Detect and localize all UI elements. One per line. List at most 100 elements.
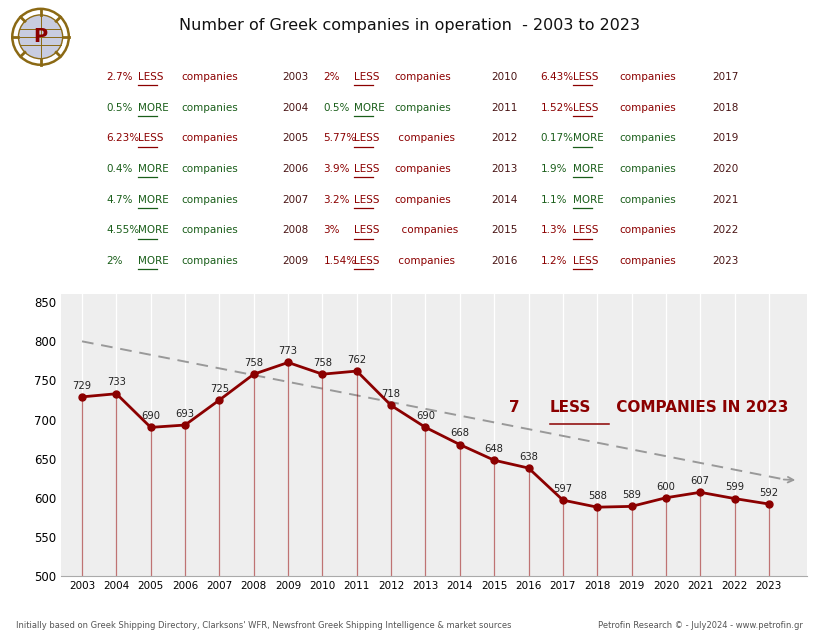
Text: 2006: 2006: [283, 164, 309, 174]
Text: 2023: 2023: [713, 256, 739, 266]
Text: 0.17%: 0.17%: [541, 133, 573, 143]
Text: 2014: 2014: [491, 195, 518, 205]
Text: LESS: LESS: [354, 225, 379, 236]
Text: LESS: LESS: [354, 195, 379, 205]
Text: 668: 668: [450, 428, 469, 438]
Text: 0.4%: 0.4%: [106, 164, 133, 174]
Text: companies: companies: [619, 195, 676, 205]
Text: companies: companies: [619, 225, 676, 236]
Text: 2007: 2007: [283, 195, 309, 205]
Text: LESS: LESS: [138, 72, 163, 82]
Text: 6.23%: 6.23%: [106, 133, 139, 143]
Text: companies: companies: [395, 72, 451, 82]
Text: 5.77%: 5.77%: [324, 133, 356, 143]
Text: Number of Greek companies in operation  - 2003 to 2023: Number of Greek companies in operation -…: [179, 18, 640, 33]
Text: 3%: 3%: [324, 225, 340, 236]
Text: LESS: LESS: [354, 72, 379, 82]
Text: MORE: MORE: [138, 164, 169, 174]
Text: companies: companies: [182, 225, 238, 236]
Text: LESS: LESS: [354, 133, 379, 143]
Text: LESS: LESS: [573, 72, 599, 82]
Text: 0.5%: 0.5%: [106, 102, 133, 113]
Text: 2004: 2004: [283, 102, 309, 113]
Text: 2011: 2011: [491, 102, 518, 113]
Text: 1.3%: 1.3%: [541, 225, 567, 236]
Text: companies: companies: [182, 195, 238, 205]
Text: 758: 758: [244, 358, 263, 368]
Text: companies: companies: [395, 256, 455, 266]
Text: 2003: 2003: [283, 72, 309, 82]
Text: MORE: MORE: [573, 133, 604, 143]
Text: 729: 729: [72, 381, 92, 390]
Text: MORE: MORE: [138, 225, 169, 236]
Text: LESS: LESS: [354, 256, 379, 266]
Text: companies: companies: [182, 102, 238, 113]
Text: companies: companies: [395, 164, 451, 174]
Text: companies: companies: [619, 164, 676, 174]
Text: 6.43%: 6.43%: [541, 72, 573, 82]
Text: 2008: 2008: [283, 225, 309, 236]
Text: 589: 589: [622, 490, 641, 500]
Text: 1.52%: 1.52%: [541, 102, 573, 113]
Text: 3.2%: 3.2%: [324, 195, 350, 205]
Text: 2015: 2015: [491, 225, 518, 236]
Text: Petrofin Research © - July2024 - www.petrofin.gr: Petrofin Research © - July2024 - www.pet…: [598, 621, 803, 630]
Text: MORE: MORE: [573, 164, 604, 174]
Text: companies: companies: [182, 72, 238, 82]
Text: 2005: 2005: [283, 133, 309, 143]
Text: companies: companies: [395, 102, 451, 113]
Text: MORE: MORE: [138, 195, 169, 205]
Text: companies: companies: [619, 102, 676, 113]
Text: companies: companies: [395, 225, 458, 236]
Text: 2021: 2021: [713, 195, 739, 205]
Text: 3.9%: 3.9%: [324, 164, 350, 174]
Text: 1.2%: 1.2%: [541, 256, 567, 266]
Text: 2018: 2018: [713, 102, 739, 113]
Text: 762: 762: [347, 355, 366, 365]
Text: 690: 690: [141, 411, 161, 421]
Text: 1.9%: 1.9%: [541, 164, 567, 174]
Text: 2%: 2%: [106, 256, 123, 266]
Text: companies: companies: [182, 164, 238, 174]
Text: 693: 693: [175, 409, 195, 419]
Text: 7: 7: [509, 399, 524, 415]
Text: 600: 600: [657, 481, 676, 492]
Text: MORE: MORE: [138, 102, 169, 113]
Text: P: P: [34, 28, 48, 46]
Text: companies: companies: [182, 133, 238, 143]
Text: companies: companies: [619, 256, 676, 266]
Text: 2013: 2013: [491, 164, 518, 174]
Text: 2%: 2%: [324, 72, 340, 82]
Circle shape: [18, 15, 62, 59]
Text: companies: companies: [395, 195, 451, 205]
Text: 2010: 2010: [491, 72, 518, 82]
Text: 718: 718: [382, 389, 400, 399]
Text: 2020: 2020: [713, 164, 739, 174]
Text: 690: 690: [416, 411, 435, 421]
Text: 4.55%: 4.55%: [106, 225, 139, 236]
Text: 2017: 2017: [713, 72, 739, 82]
Text: 597: 597: [554, 484, 572, 494]
Text: companies: companies: [182, 256, 238, 266]
Text: 2012: 2012: [491, 133, 518, 143]
Text: Initially based on Greek Shipping Directory, Clarksons' WFR, Newsfront Greek Shi: Initially based on Greek Shipping Direct…: [16, 621, 512, 630]
Text: 588: 588: [588, 491, 607, 501]
Text: 758: 758: [313, 358, 332, 368]
Text: LESS: LESS: [573, 256, 599, 266]
Text: 607: 607: [690, 476, 710, 486]
Text: LESS: LESS: [138, 133, 163, 143]
Text: LESS: LESS: [573, 225, 599, 236]
Text: 2009: 2009: [283, 256, 309, 266]
Text: 2016: 2016: [491, 256, 518, 266]
Text: 4.7%: 4.7%: [106, 195, 133, 205]
Text: 733: 733: [107, 378, 126, 387]
Text: 2.7%: 2.7%: [106, 72, 133, 82]
Text: LESS: LESS: [354, 164, 379, 174]
Text: 725: 725: [210, 384, 229, 394]
Text: 599: 599: [725, 483, 744, 492]
Text: COMPANIES IN 2023: COMPANIES IN 2023: [611, 399, 788, 415]
Text: companies: companies: [395, 133, 455, 143]
Text: 648: 648: [485, 444, 504, 454]
Text: 773: 773: [278, 346, 297, 356]
Text: LESS: LESS: [573, 102, 599, 113]
